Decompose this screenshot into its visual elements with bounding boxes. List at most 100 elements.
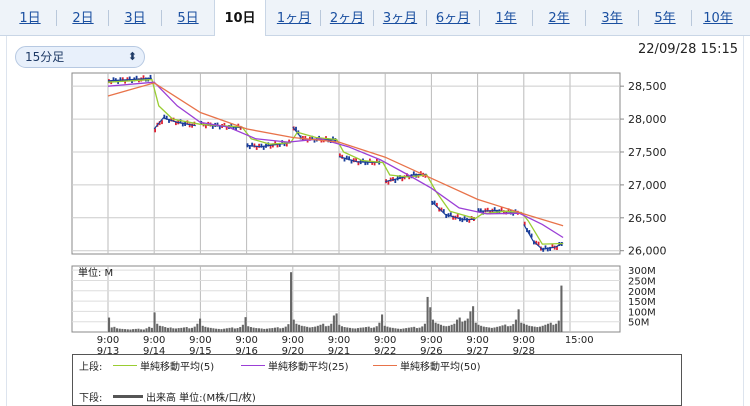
price-candle [248,145,251,150]
volume-bar [547,323,550,332]
volume-bar [116,328,119,332]
volume-bar [284,326,287,332]
price-candle [168,118,170,123]
volume-bar [356,328,360,332]
legend-label-sma5: 単純移動平均(5) [140,362,215,373]
interval-select[interactable]: 15分足 ⬍ [15,46,145,68]
volume-bar [220,329,223,332]
price-line [153,117,196,130]
tab-period-13[interactable]: 10年 [703,11,733,26]
volume-bar [431,319,434,333]
price-candle [436,202,438,207]
price-candle [350,159,353,164]
volume-bar [209,327,212,333]
price-candle [343,157,346,162]
volume-bar [496,326,499,332]
price-candle [452,215,454,220]
volume-bar [490,327,493,333]
price-candle [486,207,489,212]
price-candle [535,240,538,245]
price-candle [313,138,316,143]
volume-bar [265,328,269,332]
price-candle [181,122,184,127]
volume-bar [370,327,373,333]
volume-bar [555,323,558,332]
tab-period-7[interactable]: 3ヶ月 [382,11,418,26]
volume-bar [514,319,517,333]
volume-bar [225,328,228,332]
tab-period-3[interactable]: 5日 [177,11,199,26]
volume-bar [108,317,111,332]
volume-bar [137,328,140,332]
volume-bar [231,327,234,332]
tab-period-8[interactable]: 6ヶ月 [435,11,471,26]
volume-bar [536,327,539,332]
volume-bar [354,328,357,332]
price-candle [445,214,448,218]
x-tick-date: 9/26 [420,346,442,356]
tab-period-5[interactable]: 1ヶ月 [276,11,312,26]
tab-period-4[interactable]: 10日 [214,0,266,37]
x-tick-date: 9/15 [189,346,211,356]
volume-bar [217,328,220,332]
volume-bar [530,326,534,332]
volume-bar [386,326,389,332]
volume-bar [506,326,509,332]
volume-bar [142,329,145,332]
volume-bar [300,325,303,332]
volume-bar [319,324,322,332]
volume-bar [247,326,250,332]
volume-bar [145,328,148,332]
price-candle [394,179,397,183]
volume-bar [359,327,362,332]
moving-average-line-1 [107,81,564,239]
tab-separator [532,10,533,26]
tab-period-6[interactable]: 2ヶ月 [329,11,365,26]
volume-bar [367,326,370,332]
price-candle [440,207,443,212]
price-candle [295,126,297,131]
volume-bar [233,328,236,332]
volume-bar [249,327,252,332]
volume-bar [132,329,135,332]
volume-bar [161,326,164,332]
tab-period-11[interactable]: 3年 [601,11,623,26]
tab-period-10[interactable]: 2年 [548,11,570,26]
volume-bar [429,307,432,332]
volume-bar [340,326,343,332]
price-ytick-label: 28,500 [628,80,667,93]
x-tick-time: 9:00 [282,335,304,346]
price-candle [387,180,390,185]
x-tick-time: 9:00 [374,335,396,346]
volume-bar [413,326,416,332]
tab-period-2[interactable]: 3日 [124,11,146,26]
price-candle [345,155,348,160]
volume-bar [129,329,132,332]
volume-bar [421,326,424,332]
volume-bar [464,320,467,332]
volume-bar [148,326,151,332]
volume-bar [375,326,378,332]
price-candle [528,230,531,234]
price-line [107,77,152,82]
tab-period-1[interactable]: 2日 [72,11,94,26]
legend-item-sma25: 単純移動平均(25) [241,358,349,373]
tab-period-0[interactable]: 1日 [19,11,41,26]
volume-bar [298,324,301,332]
volume-bar [252,327,255,332]
volume-bar [327,325,330,332]
volume-bar [207,327,210,332]
tab-separator [638,10,639,26]
volume-bar [255,328,258,332]
price-candle [311,135,314,140]
volume-bar [215,328,218,332]
volume-bar [343,327,346,332]
price-candle [456,214,459,219]
tab-period-12[interactable]: 5年 [654,11,676,26]
tab-period-9[interactable]: 1年 [495,11,517,26]
x-tick-time: 9:00 [97,335,119,346]
volume-bar [118,328,121,332]
volume-bar [488,327,491,332]
price-candle [235,126,237,130]
volume-unit-label: 単位: M [78,266,113,279]
